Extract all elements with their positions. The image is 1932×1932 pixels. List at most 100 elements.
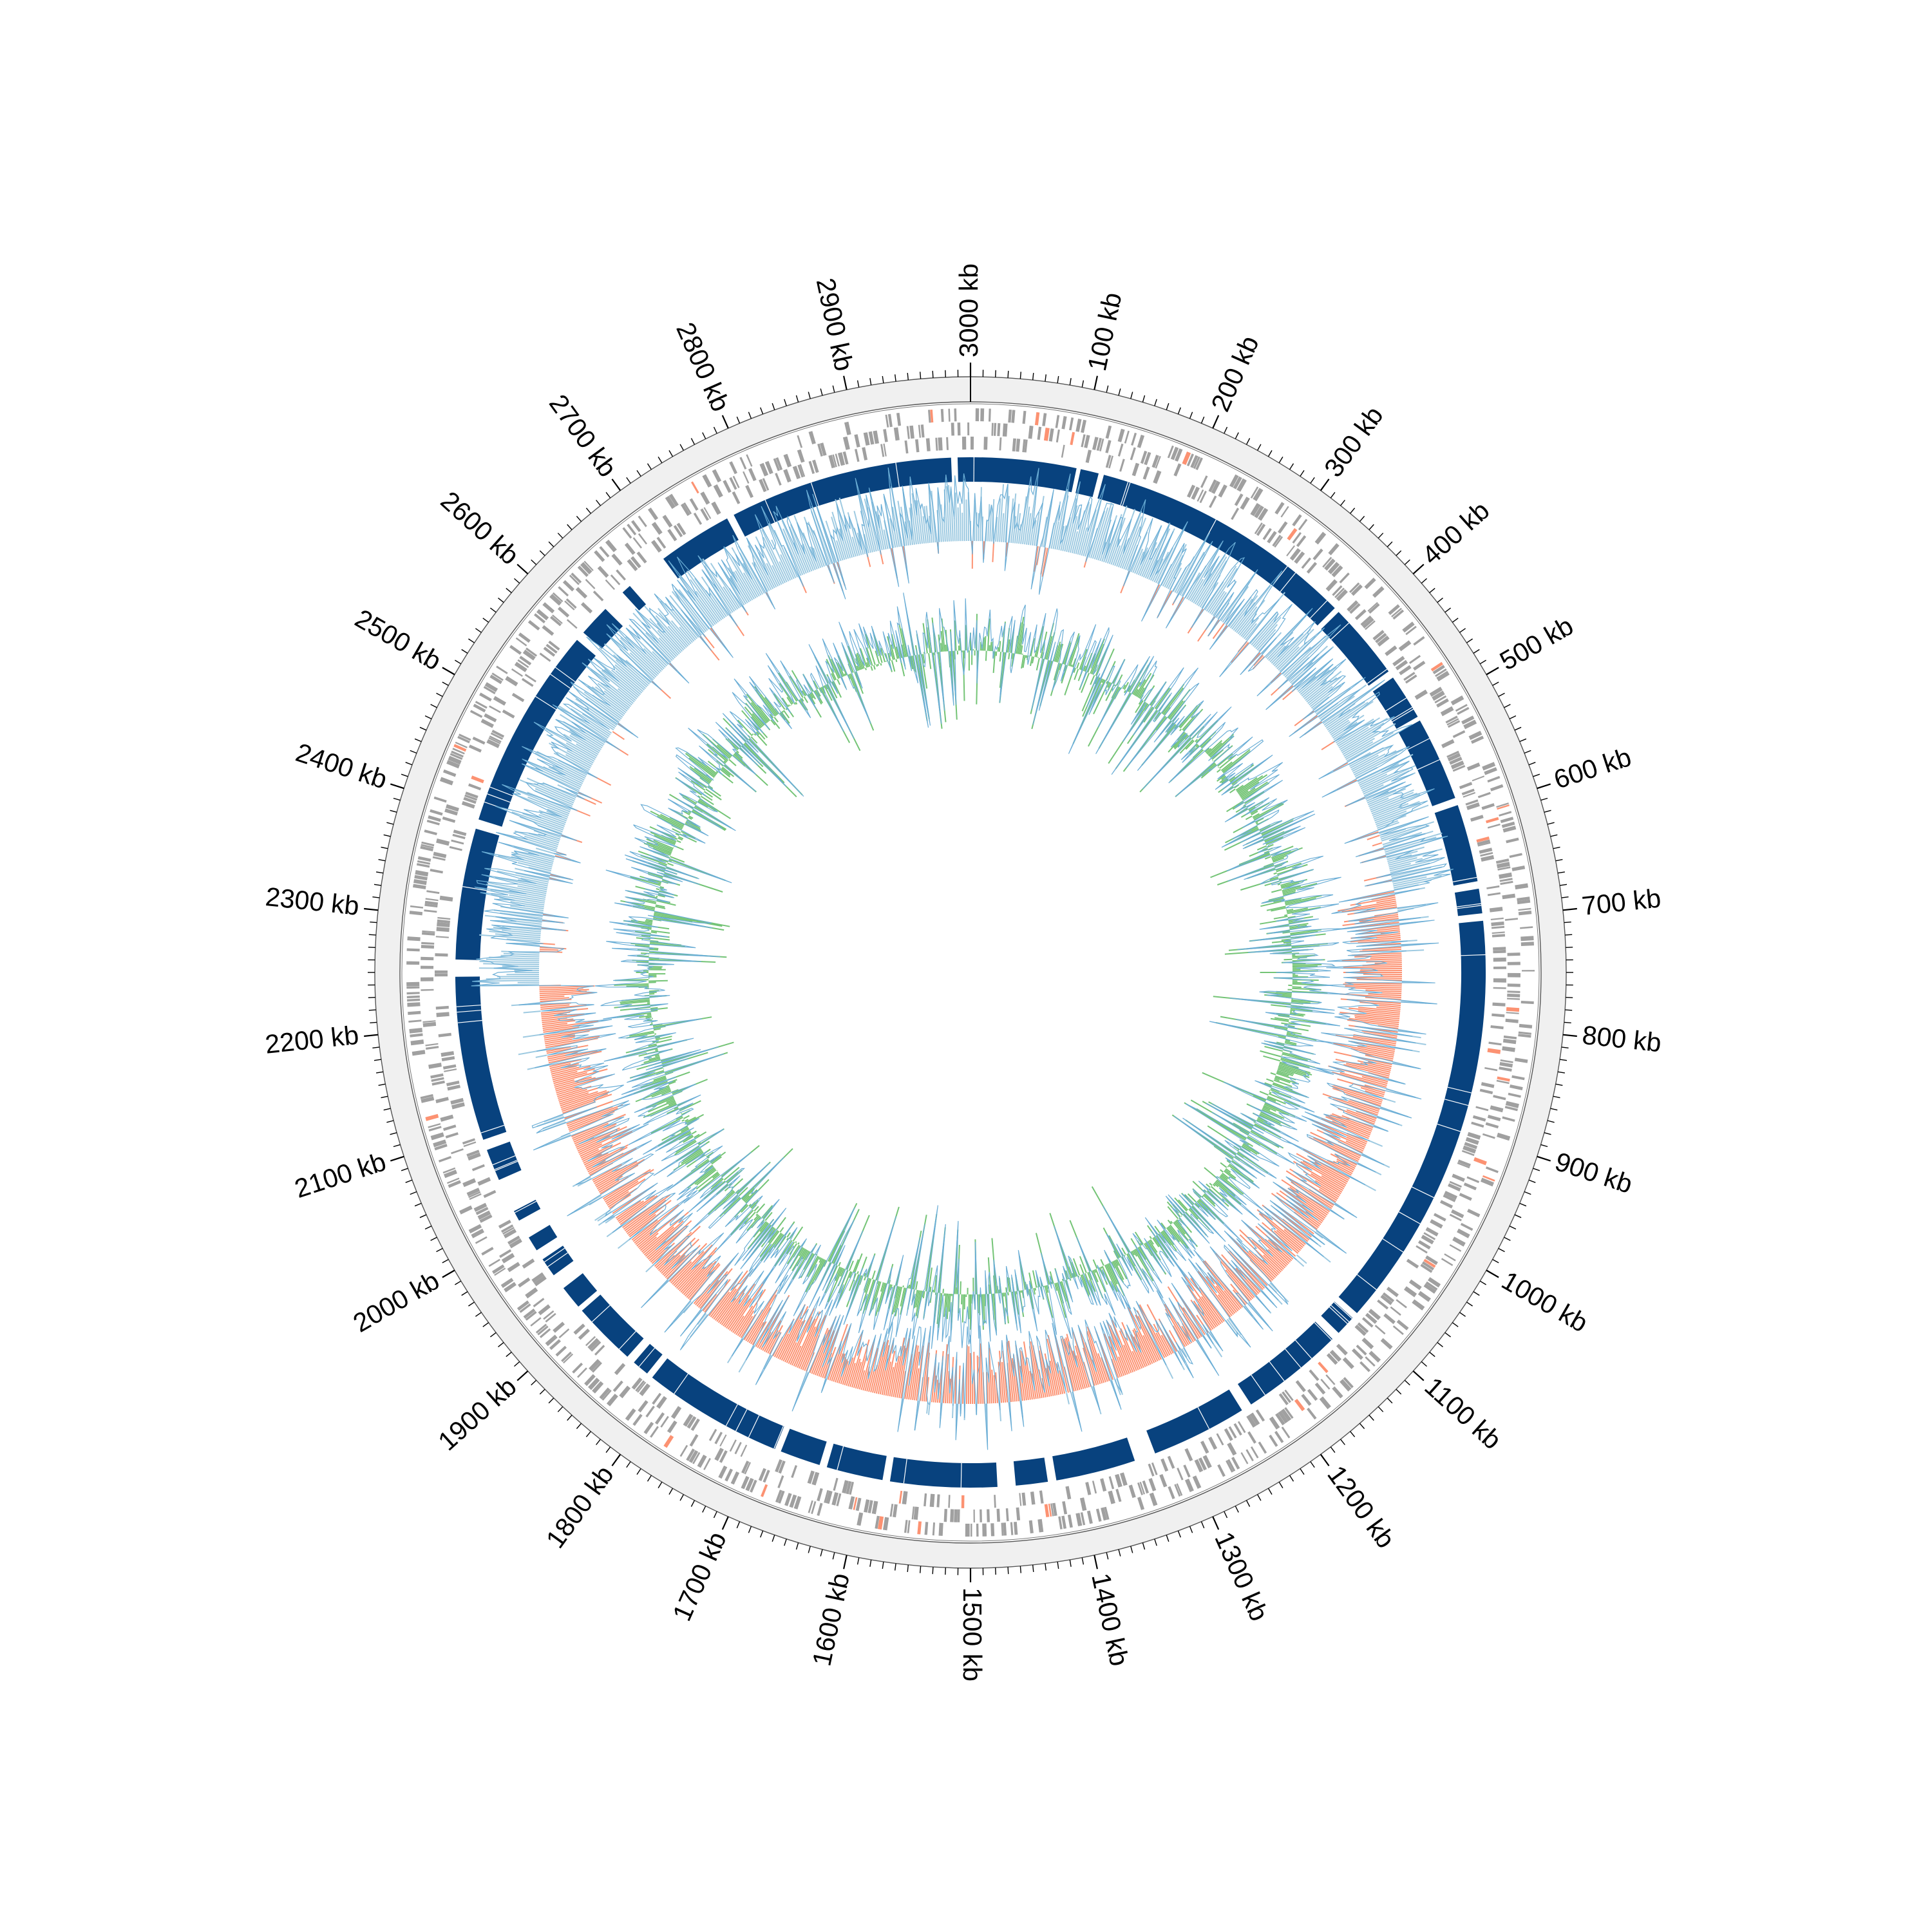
feature-block <box>1250 1446 1259 1459</box>
feature-block <box>1312 548 1323 560</box>
major-tick <box>1412 564 1425 574</box>
feature-block <box>451 750 464 758</box>
minor-tick <box>1154 1539 1157 1546</box>
feature-block <box>1117 443 1124 457</box>
feature-block <box>1484 767 1497 775</box>
feature-block <box>422 930 435 933</box>
feature-block <box>994 1495 996 1508</box>
feature-block <box>660 1416 669 1428</box>
feature-block <box>1190 455 1198 468</box>
feature-block <box>833 1477 838 1491</box>
feature-block <box>491 672 504 681</box>
feature-block <box>1487 1048 1501 1054</box>
feature-block <box>842 451 849 465</box>
feature-block <box>475 701 488 709</box>
feature-block <box>1249 1412 1260 1426</box>
major-tick <box>721 1516 729 1530</box>
feature-block <box>1132 462 1140 477</box>
feature-block <box>835 453 840 467</box>
feature-block <box>1406 1258 1419 1269</box>
feature-block <box>564 600 575 611</box>
feature-block <box>408 1010 421 1015</box>
feature-block <box>925 438 931 451</box>
feature-block <box>799 464 806 477</box>
feature-block <box>1499 1066 1512 1072</box>
feature-block <box>936 1494 940 1508</box>
major-tick <box>516 564 529 574</box>
feature-block <box>406 948 420 952</box>
minor-tick <box>374 884 382 886</box>
minor-tick <box>424 1226 432 1230</box>
feature-block <box>1028 1520 1034 1534</box>
feature-block <box>473 703 486 713</box>
feature-block <box>424 829 437 835</box>
feature-block <box>1092 1481 1097 1494</box>
feature-block <box>1011 410 1016 423</box>
feature-block <box>409 1028 422 1034</box>
feature-block <box>759 462 769 477</box>
minor-tick <box>1444 1332 1452 1338</box>
feature-block <box>1292 532 1302 544</box>
feature-block <box>592 1381 604 1394</box>
feature-block <box>1140 450 1148 464</box>
feature-block <box>1428 1277 1441 1288</box>
feature-block <box>797 464 804 478</box>
feature-block <box>413 884 426 889</box>
feature-block <box>817 1488 823 1502</box>
minor-tick <box>1106 385 1109 393</box>
feature-block <box>631 520 641 533</box>
tick-label: 100 kb <box>1082 290 1128 374</box>
feature-block <box>1142 1480 1149 1494</box>
minor-tick <box>1566 947 1573 948</box>
feature-block <box>808 460 815 474</box>
feature-block <box>410 1033 423 1037</box>
feature-block <box>1482 1133 1495 1139</box>
tick-label: 1400 kb <box>1086 1571 1134 1669</box>
feature-block <box>451 839 464 845</box>
feature-block <box>1487 775 1501 783</box>
feature-block <box>1492 1002 1506 1007</box>
minor-tick <box>368 947 375 948</box>
minor-tick <box>1466 638 1473 643</box>
minor-tick <box>907 1564 909 1572</box>
feature-block <box>1467 1132 1481 1140</box>
feature-block <box>1504 1106 1518 1112</box>
gc-skew-track <box>471 467 1454 1450</box>
feature-block <box>714 1432 723 1444</box>
feature-block <box>498 1220 511 1229</box>
minor-tick <box>832 385 835 393</box>
feature-block <box>631 1377 643 1390</box>
minor-tick <box>430 1236 437 1241</box>
feature-block <box>904 1520 908 1533</box>
feature-block <box>883 443 887 457</box>
minor-tick <box>410 1191 417 1195</box>
minor-tick <box>1069 1559 1072 1567</box>
minor-tick <box>1245 438 1251 445</box>
feature-block <box>1105 440 1112 453</box>
feature-block <box>662 515 673 528</box>
minor-tick <box>596 500 601 506</box>
feature-block <box>1294 1399 1305 1412</box>
block-separator <box>1233 1386 1248 1408</box>
minor-tick <box>1504 1236 1511 1241</box>
minor-tick <box>442 1258 449 1264</box>
minor-tick <box>1504 704 1511 708</box>
minor-tick <box>748 1526 752 1533</box>
block-separator <box>535 696 556 710</box>
feature-block <box>1202 1455 1212 1469</box>
block-separator <box>887 1457 893 1481</box>
minor-tick <box>832 1552 835 1560</box>
feature-block <box>1200 1441 1209 1454</box>
block-separator <box>1251 1374 1265 1396</box>
feature-block <box>1423 1232 1436 1240</box>
feature-block <box>1404 1286 1417 1298</box>
feature-block <box>435 953 448 957</box>
feature-block <box>462 1178 477 1188</box>
block-separator <box>725 1404 738 1426</box>
feature-block <box>1463 791 1476 798</box>
conserved-block <box>514 1200 541 1221</box>
feature-block <box>1069 417 1074 431</box>
minor-tick <box>386 1120 394 1123</box>
minor-tick <box>375 871 384 874</box>
feature-block <box>434 973 448 977</box>
